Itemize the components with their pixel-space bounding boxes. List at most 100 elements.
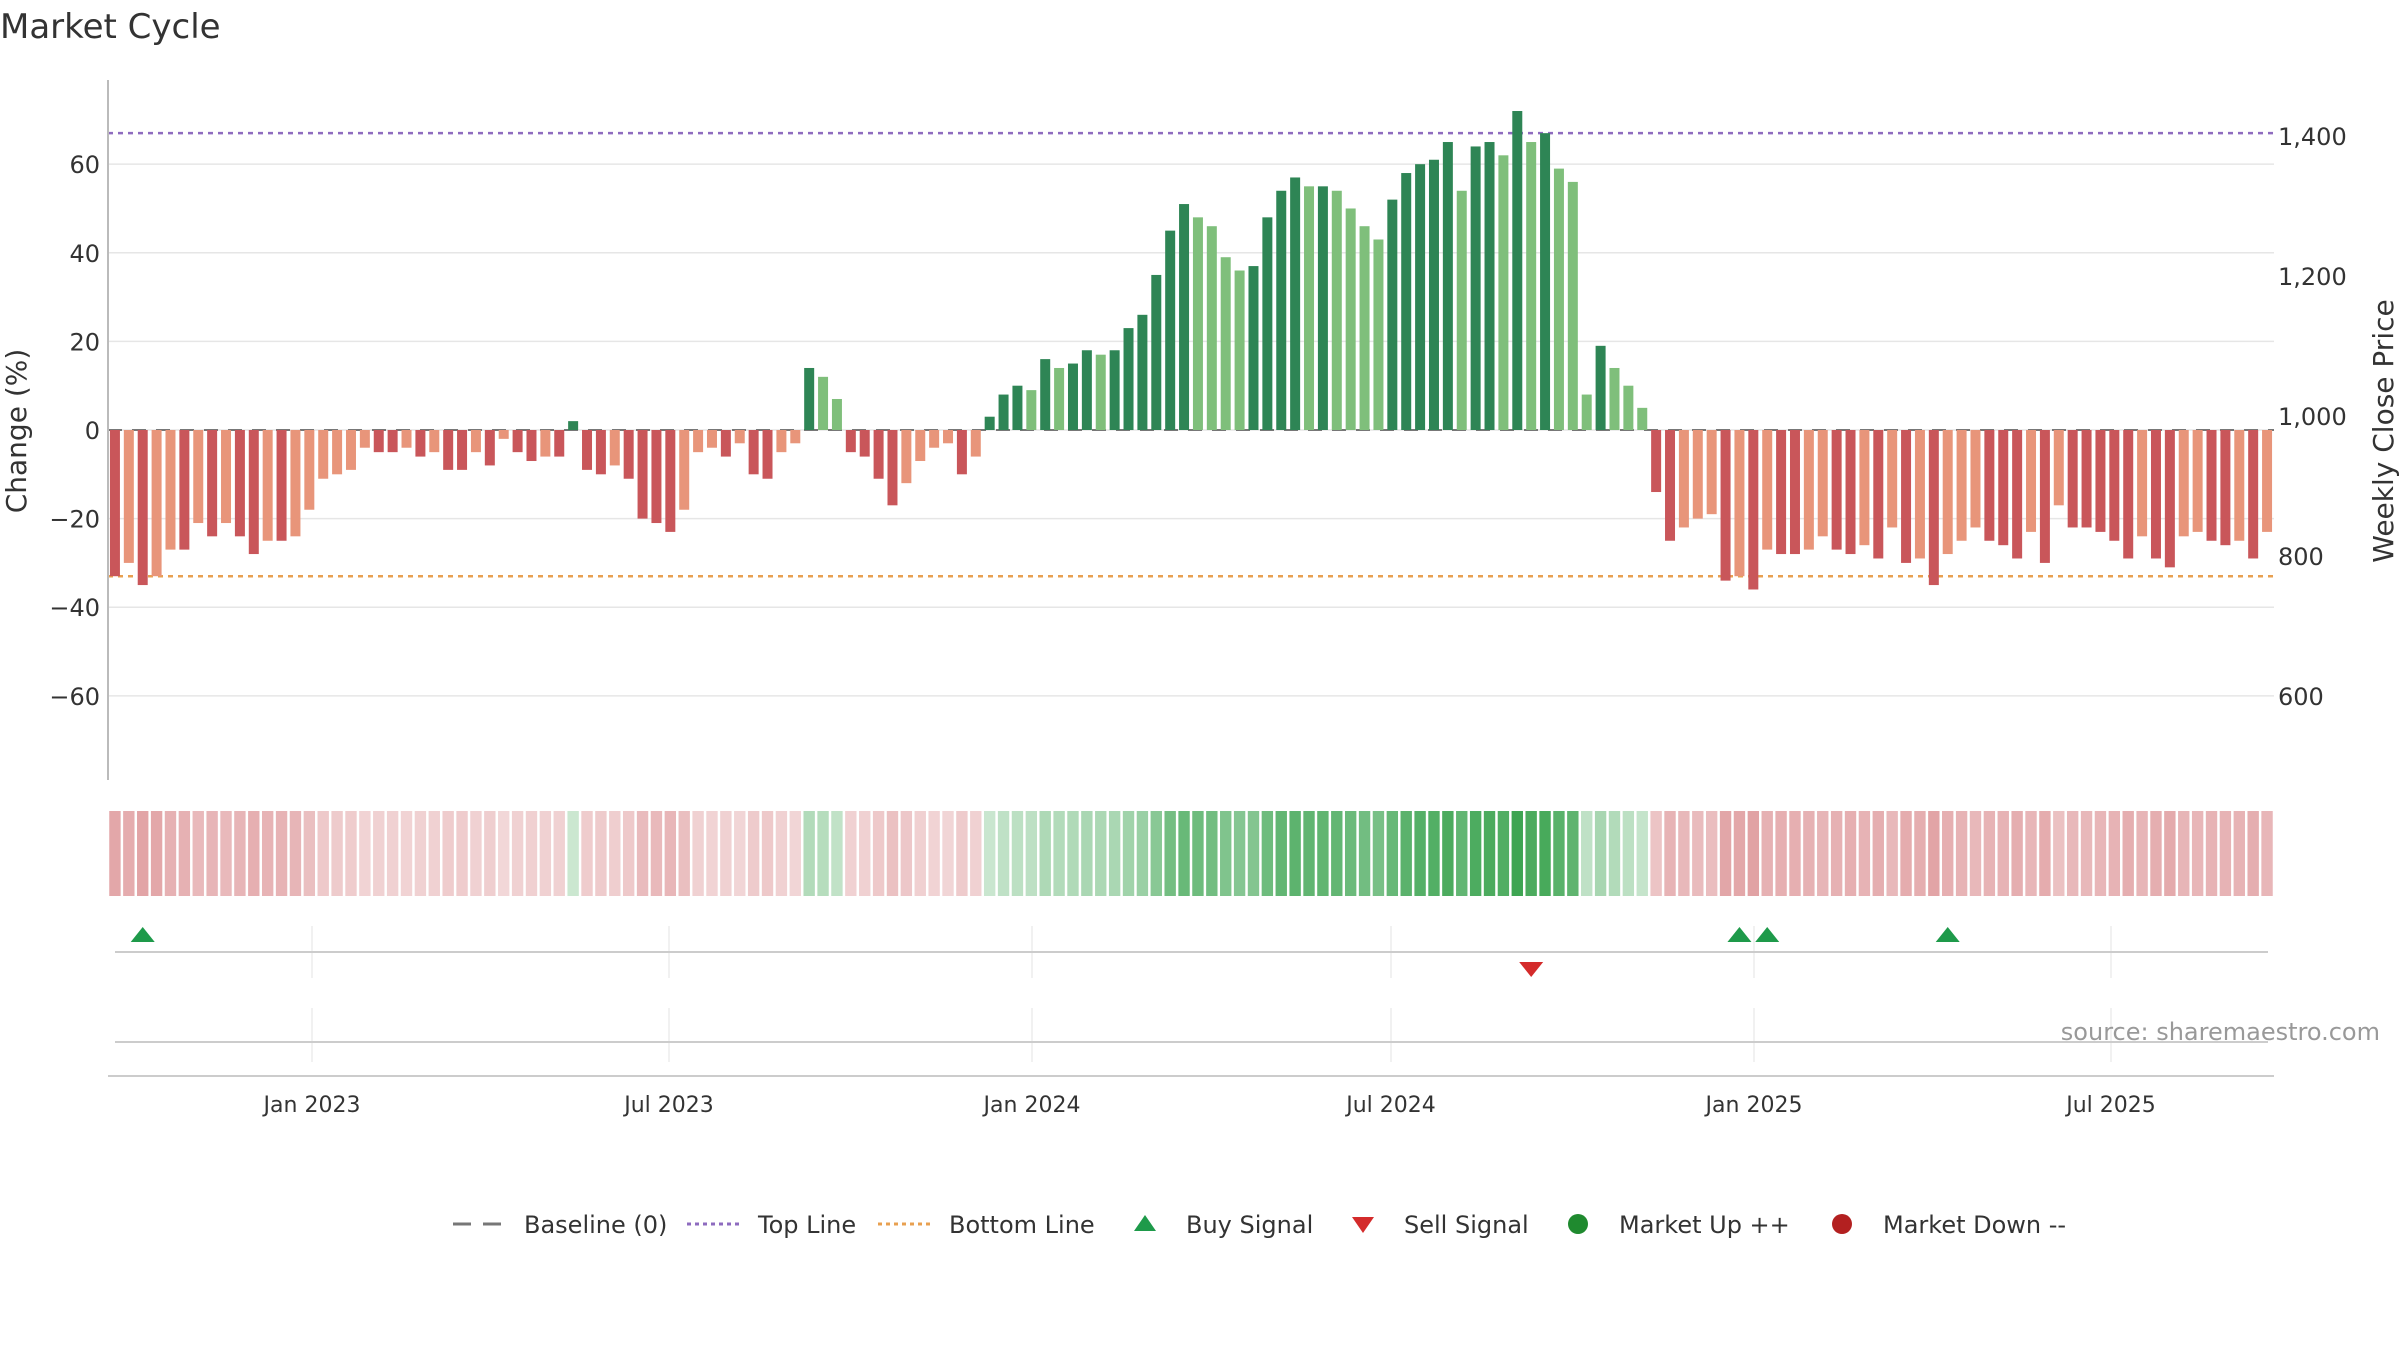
heat-cell	[2150, 811, 2162, 896]
heat-cell	[872, 811, 885, 896]
bar	[1262, 217, 1273, 430]
source-label: source: sharemaestro.com	[2061, 1018, 2380, 1046]
heat-cell	[1525, 811, 1537, 896]
heat-cell	[1983, 811, 1996, 896]
heat-cell	[414, 811, 427, 896]
bar	[1706, 430, 1717, 515]
y-axis-left-label: Change (%)	[0, 349, 33, 514]
bar	[1942, 430, 1953, 555]
bar	[2067, 430, 2078, 528]
heat-cell	[2136, 811, 2148, 896]
heat-cell	[1247, 811, 1260, 896]
heat-cell	[2039, 811, 2051, 896]
bar	[123, 430, 134, 563]
bar	[2206, 430, 2217, 541]
sell-signal-marker	[1519, 962, 1544, 977]
bar	[1401, 173, 1412, 431]
x-tick-label: Jul 2023	[622, 1093, 714, 1118]
heat-cell	[1539, 811, 1551, 896]
heat-cell	[1483, 811, 1496, 896]
heat-cell	[1733, 811, 1746, 896]
bar	[665, 430, 676, 532]
bar	[1123, 328, 1134, 430]
buy-signal-marker	[1755, 927, 1780, 942]
bar	[1095, 354, 1106, 430]
heat-cell	[942, 811, 954, 896]
bar	[1054, 367, 1065, 430]
heat-cell	[1108, 811, 1121, 896]
bar	[1206, 226, 1217, 430]
heat-cell	[803, 811, 815, 896]
heat-cell	[1289, 811, 1301, 896]
bar	[109, 430, 120, 577]
heat-cell	[1344, 811, 1357, 896]
bar	[2095, 430, 2106, 532]
bar	[137, 430, 148, 586]
heat-cell	[484, 811, 496, 896]
bar	[2248, 430, 2259, 559]
heat-cell	[1081, 811, 1093, 896]
heat-cell	[1886, 811, 1898, 896]
bar	[582, 430, 593, 470]
heat-cell	[1858, 811, 1871, 896]
bar	[1442, 142, 1453, 430]
heat-cell	[581, 811, 593, 896]
heat-cell	[2219, 811, 2232, 896]
reference-lines	[108, 131, 2274, 578]
bar	[1248, 266, 1259, 430]
legend-label: Top Line	[757, 1211, 856, 1239]
heat-cell	[164, 811, 177, 896]
heat-cell	[2122, 811, 2134, 896]
bar	[1762, 430, 1773, 550]
bar	[470, 430, 481, 453]
bar	[2192, 430, 2203, 532]
y-right-tick-label: 1,200	[2278, 263, 2347, 291]
bar	[1984, 430, 1995, 541]
bar	[1304, 186, 1315, 430]
heat-cell	[137, 811, 149, 896]
heat-cell	[983, 811, 996, 896]
bar	[1678, 430, 1689, 528]
buy-signal-marker	[1727, 927, 1752, 942]
heat-cell	[1830, 811, 1843, 896]
bar	[1470, 146, 1481, 431]
bar	[498, 430, 509, 439]
heat-cell	[553, 811, 565, 896]
bar	[1998, 430, 2009, 546]
bar	[790, 430, 801, 444]
bar	[1789, 430, 1800, 555]
heat-cell	[2011, 811, 2023, 896]
heat-cell	[400, 811, 413, 896]
bar	[2164, 430, 2175, 568]
y-right-tick-label: 800	[2278, 543, 2324, 571]
bar	[956, 430, 967, 475]
y-left-tick-label: −40	[49, 594, 100, 622]
bar	[1553, 168, 1564, 430]
heat-cell	[2164, 811, 2176, 896]
heat-cell	[248, 811, 260, 896]
heat-cell	[1456, 811, 1468, 896]
heat-cell	[1372, 811, 1385, 896]
bar	[1623, 385, 1634, 430]
signal-panel	[115, 926, 2268, 1062]
heat-cell	[539, 811, 552, 896]
heat-cell	[1942, 811, 1954, 896]
bar	[887, 430, 898, 506]
heat-cell	[1192, 811, 1204, 896]
heat-cell	[1497, 811, 1510, 896]
bar	[1859, 430, 1870, 546]
heat-cell	[317, 811, 329, 896]
heat-cell	[1789, 811, 1801, 896]
bar	[2220, 430, 2231, 546]
heat-cell	[289, 811, 302, 896]
bar	[276, 430, 287, 541]
bar	[1040, 359, 1051, 430]
heat-cell	[359, 811, 371, 896]
heat-cell	[1997, 811, 2009, 896]
heat-cell	[525, 811, 538, 896]
heat-cell	[761, 811, 774, 896]
heat-cell	[1928, 811, 1940, 896]
bar	[1512, 111, 1523, 430]
bar	[2178, 430, 2189, 537]
heat-cell	[789, 811, 801, 896]
